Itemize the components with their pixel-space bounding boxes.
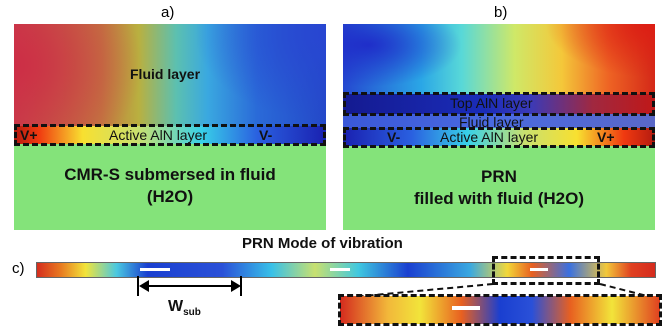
panel-a-active-layer-label: Active AlN layer	[109, 127, 208, 143]
wsub-subscript: sub	[183, 307, 201, 318]
panel-b-label: b)	[494, 4, 508, 21]
wsub-left-tick	[137, 276, 139, 296]
panel-b-top-aln-box	[343, 92, 655, 116]
panel-b-v-minus-label: V-	[387, 129, 401, 145]
panel-a-v-plus-label: V+	[20, 127, 38, 143]
panel-a-caption-line-2: (H2O)	[146, 187, 194, 206]
panel-b-active-layer-field	[343, 128, 655, 146]
panel-b-fluid-layer-field	[343, 114, 655, 128]
zoom-detail-cavity	[452, 306, 480, 310]
panel-a: Fluid layer V+ Active AlN layer V- CMR-S…	[14, 24, 326, 230]
zoom-detail-field	[340, 296, 660, 324]
panel-b-caption-line-1: PRN	[481, 167, 517, 186]
panel-a-caption-line-1: CMR-S submersed in fluid	[64, 165, 276, 184]
panel-a-active-layer-box	[14, 124, 326, 146]
panel-b-active-layer-label: Active AlN layer	[440, 129, 539, 145]
panel-a-v-minus-label: V-	[259, 127, 273, 143]
panel-b-fluid-layer-label: Fluid layer	[459, 114, 524, 130]
panel-c-cavity-2	[330, 268, 350, 271]
panel-c-label: c)	[12, 260, 25, 277]
panel-a-label: a)	[161, 4, 175, 21]
panel-a-substrate-caption: CMR-S submersed in fluid (H2O)	[14, 164, 326, 208]
panel-b-top-aln-label: Top AlN layer	[450, 95, 533, 111]
wsub-arrow	[139, 280, 241, 292]
panel-b-top-field	[343, 24, 655, 94]
panel-c-cavity-1	[140, 268, 170, 271]
panel-b-caption-line-2: filled with fluid (H2O)	[414, 189, 584, 208]
wsub-label: Wsub	[168, 298, 201, 318]
zoom-source-box	[492, 256, 600, 285]
panel-a-substrate	[14, 144, 326, 230]
panel-b-substrate	[343, 146, 655, 230]
panel-c-beam-outline	[36, 262, 656, 278]
panel-a-fluid-field	[14, 24, 326, 126]
panel-b: Top AlN layer Fluid layer V- Active AlN …	[343, 24, 655, 230]
panel-b-top-aln-field	[343, 94, 655, 114]
panel-a-fluid-layer-label: Fluid layer	[130, 66, 201, 82]
panel-a-active-layer-field	[14, 126, 326, 144]
panel-c-title: PRN Mode of vibration	[242, 235, 403, 252]
panel-b-substrate-caption: PRN filled with fluid (H2O)	[343, 166, 655, 210]
panel-c-cavity-3	[530, 268, 548, 271]
panel-b-active-layer-box	[343, 127, 655, 148]
zoom-connector-lines	[341, 283, 656, 299]
zoom-detail-box	[338, 294, 662, 326]
wsub-main-text: W	[168, 298, 184, 315]
panel-b-v-plus-label: V+	[597, 129, 615, 145]
